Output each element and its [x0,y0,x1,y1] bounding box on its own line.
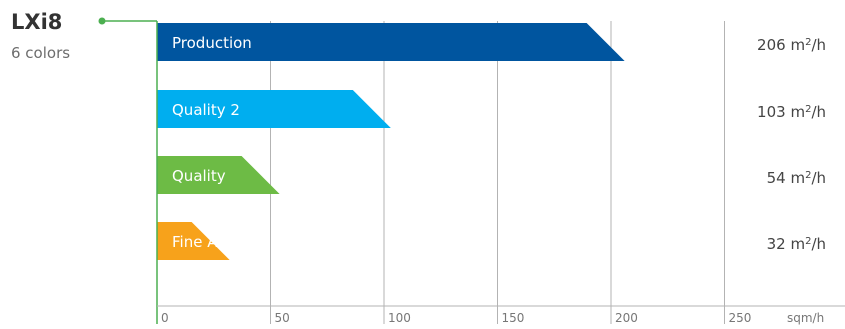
value-label-production: 206 m2/h [757,36,826,54]
value-unit-tail: /h [811,36,826,54]
bar-quality [157,156,280,194]
bar-label-quality-2: Quality 2 [172,101,240,119]
value-unit-superscript: 2 [805,236,811,247]
bar-label-production: Production [172,34,252,52]
value-number: 206 m [757,36,805,54]
bar-label-quality: Quality [172,167,226,185]
grid-lines [270,21,725,324]
bar-group: Production Quality 2 Quality Fine Art [157,23,625,260]
value-unit-tail: /h [811,235,826,253]
x-tick-label-0: 0 [161,311,169,325]
value-unit-tail: /h [811,103,826,121]
bar-label-fine-art: Fine Art [172,233,230,251]
value-number: 32 m [767,235,805,253]
bar-production [157,23,625,61]
x-tick-label-200: 200 [615,311,638,325]
value-number: 54 m [767,169,805,187]
value-unit-superscript: 2 [805,170,811,181]
value-unit-superscript: 2 [805,37,811,48]
value-label-fine-art: 32 m2/h [767,235,826,253]
value-label-quality-2: 103 m2/h [757,103,826,121]
value-unit-superscript: 2 [805,104,811,115]
x-axis-unit-label: sqm/h [787,311,824,325]
x-tick-label-100: 100 [388,311,411,325]
x-tick-label-250: 250 [729,311,752,325]
chart-title: LXi8 [11,10,62,34]
value-unit-tail: /h [811,169,826,187]
x-tick-label-150: 150 [502,311,525,325]
chart-subtitle: 6 colors [11,44,70,62]
bar-quality-2 [157,90,391,128]
tick-label-group: 0 50 100 150 200 250 [161,311,751,325]
x-tick-label-50: 50 [275,311,290,325]
value-label-quality: 54 m2/h [767,169,826,187]
bar-fine-art [157,222,230,260]
value-number: 103 m [757,103,805,121]
